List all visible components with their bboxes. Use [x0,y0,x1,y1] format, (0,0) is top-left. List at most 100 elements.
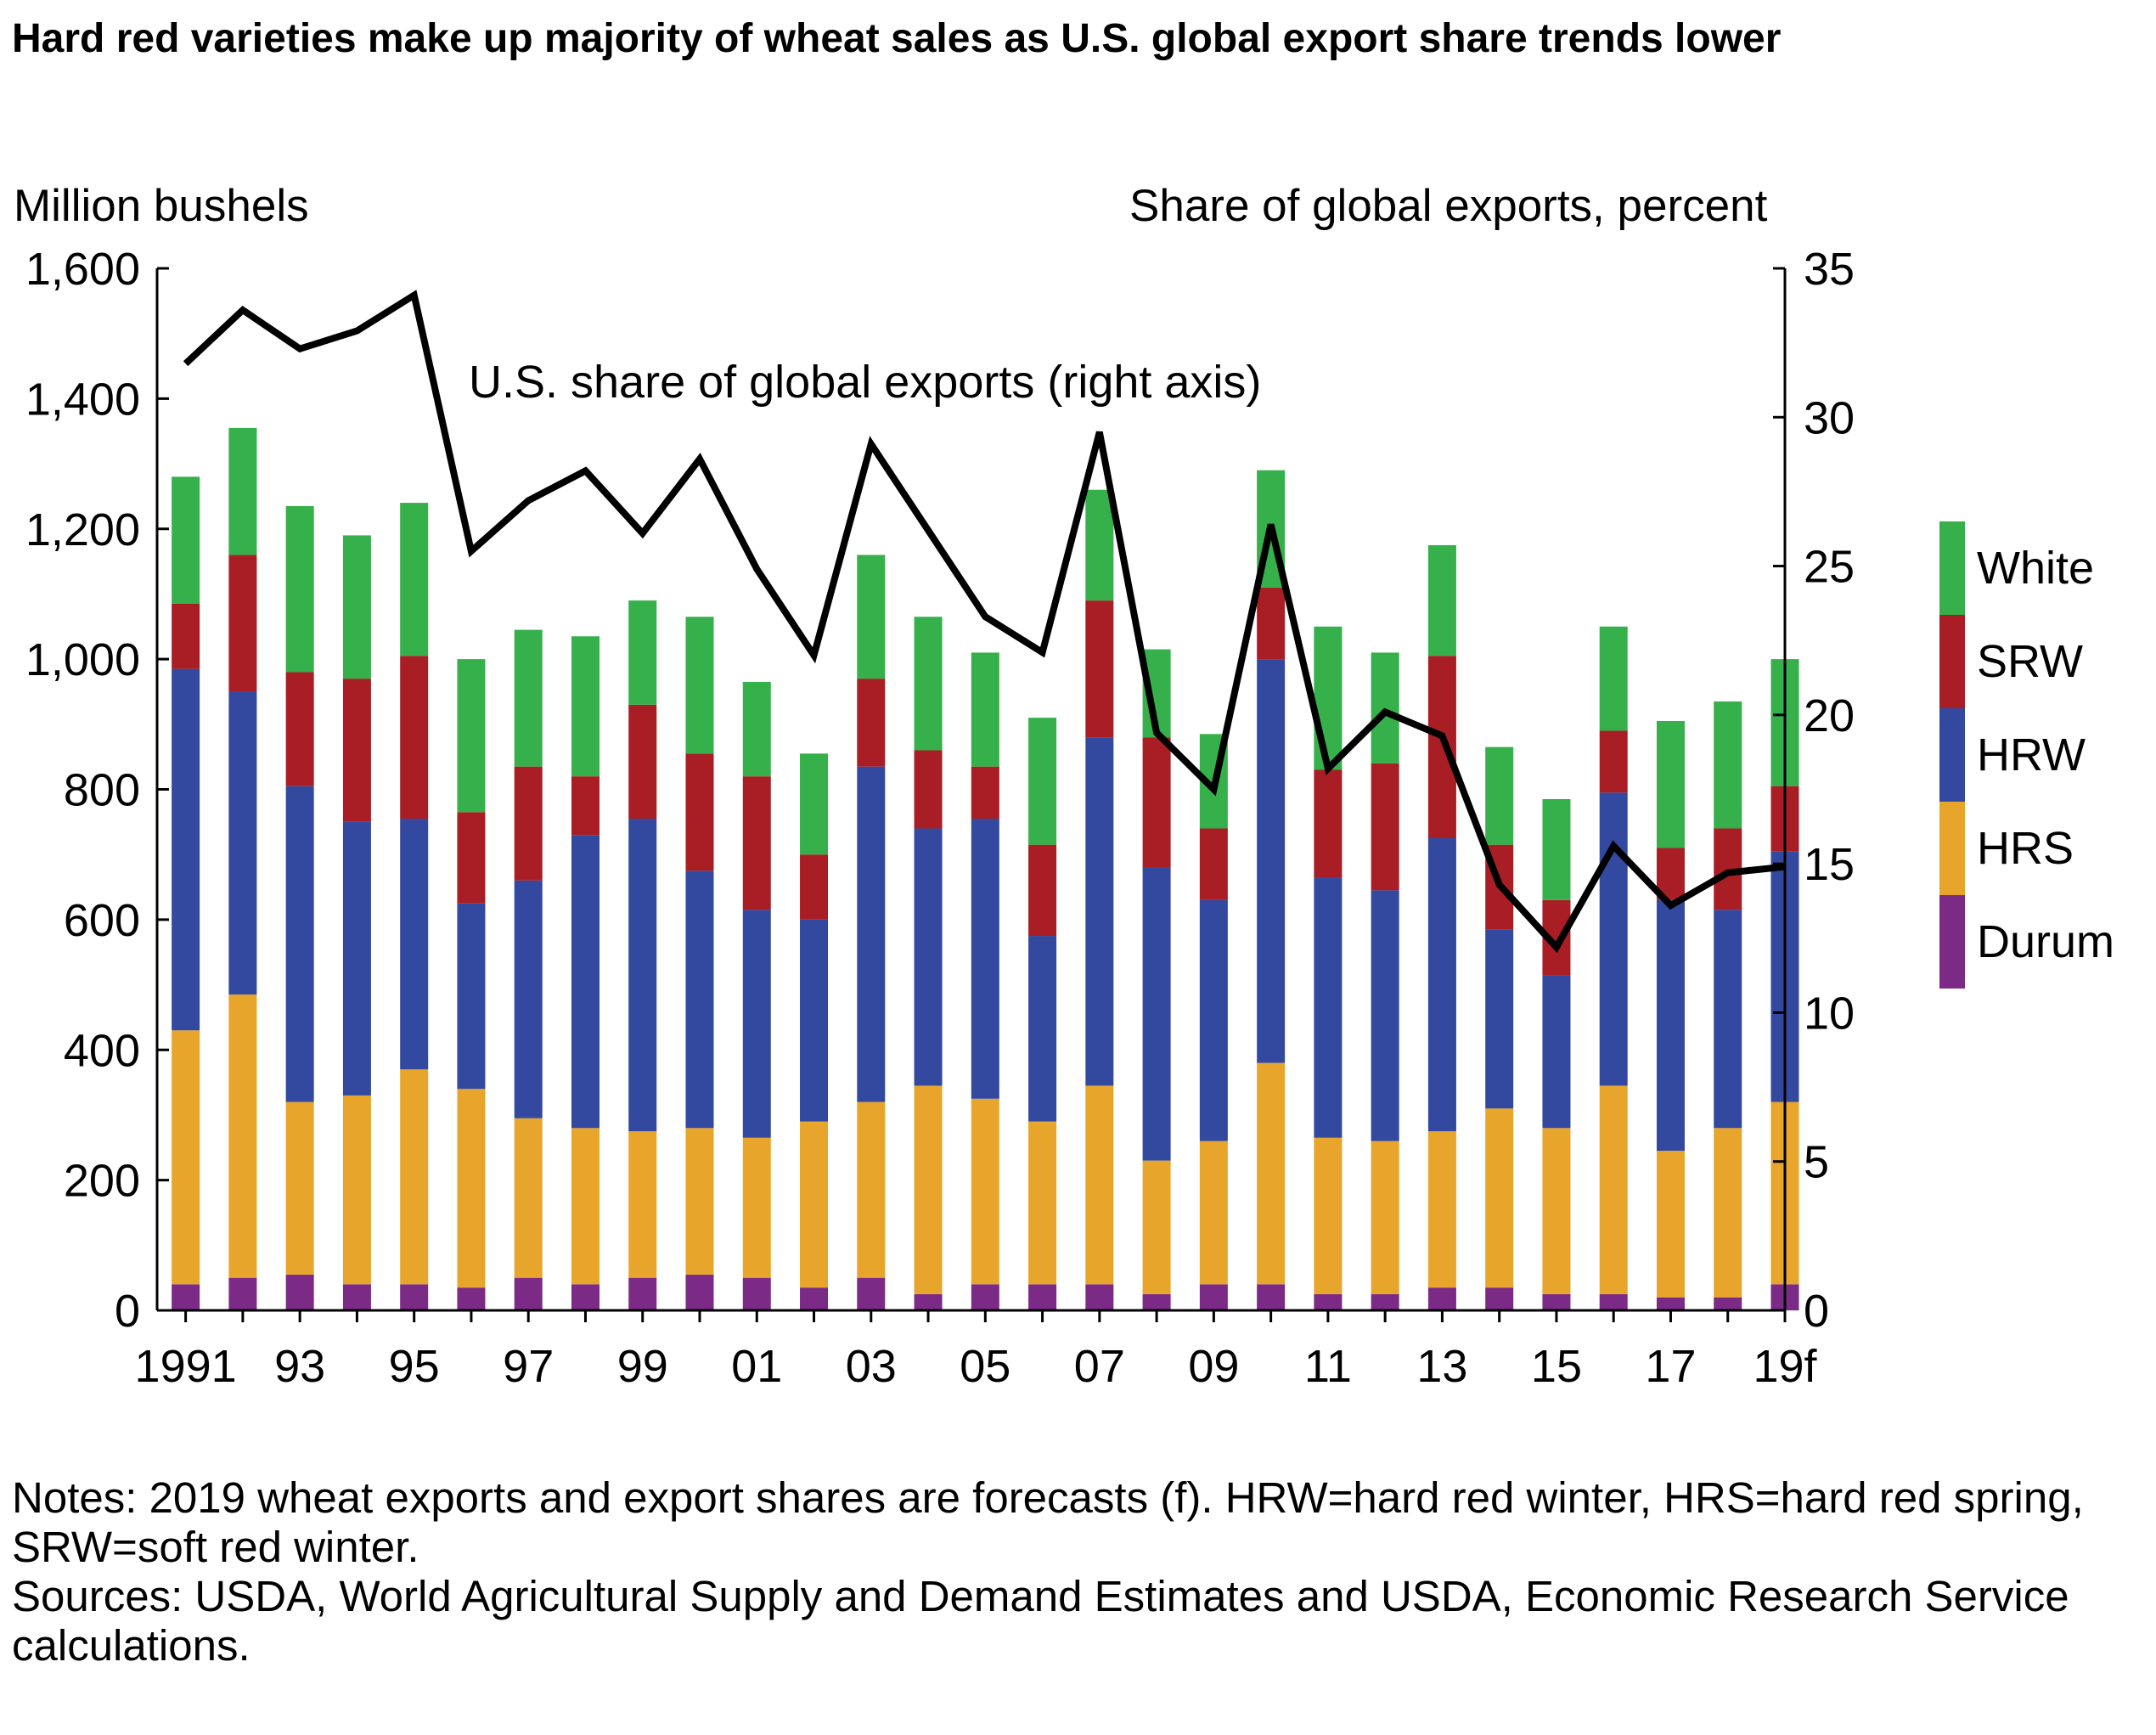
bar-hrs-11 [1314,1137,1343,1294]
bar-hrw-01 [742,910,771,1138]
chart-title: Hard red varieties make up majority of w… [12,16,1782,61]
line-us-share [183,290,1786,954]
x-tick-label-17: 17 [1645,1341,1696,1392]
bar-hrw-08 [1142,867,1171,1161]
bar-hrs-2000 [685,1128,714,1275]
bar-white-02 [800,753,829,855]
bar-hrw-97 [514,880,543,1118]
x-tick-label-05: 05 [960,1341,1010,1392]
bar-hrs-13 [1427,1131,1456,1288]
bar-hrw-92 [228,691,257,995]
bar-hrw-94 [342,821,371,1096]
bar-srw-93 [285,672,314,786]
bar-durum-01 [742,1277,771,1310]
bar-white-94 [342,535,371,679]
bar-white-14 [1485,746,1514,845]
legend-label-srw: SRW [1977,636,2083,687]
bar-hrw-15 [1542,975,1571,1129]
sources-text: Sources: USDA, World Agricultural Supply… [12,1572,2069,1670]
bar-durum-02 [800,1287,829,1310]
bar-durum-10 [1257,1284,1286,1310]
bar-hrs-08 [1142,1160,1171,1294]
bar-srw-05 [971,766,999,820]
bar-hrs-16 [1599,1085,1628,1294]
bar-hrs-06 [1028,1121,1057,1285]
bar-durum-07 [1085,1284,1114,1310]
bar-white-12 [1371,652,1399,763]
bar-srw-02 [800,854,829,920]
bar-hrs-93 [285,1101,314,1275]
bar-white-07 [1085,489,1114,601]
bar-hrs-98 [571,1128,600,1285]
x-tick-label-15: 15 [1531,1341,1582,1392]
x-tick-label-13: 13 [1416,1341,1467,1392]
bar-hrs-02 [800,1121,829,1288]
bar-srw-2000 [685,753,714,871]
bar-hrs-95 [400,1069,429,1285]
bar-durum-12 [1371,1293,1399,1310]
bar-hrs-17 [1656,1151,1685,1298]
bar-white-06 [1028,718,1057,845]
legend-swatch-white [1939,521,1965,615]
bar-hrw-95 [400,819,429,1070]
bar-hrw-09 [1199,899,1228,1141]
bar-srw-94 [342,679,371,822]
bar-durum-93 [285,1274,314,1310]
bar-hrs-15 [1542,1128,1571,1294]
right-tick-label-25: 25 [1804,542,1855,593]
bar-srw-04 [914,750,943,829]
chart-plot: 02004006008001,0001,2001,4001,6000510152… [25,244,2114,1392]
bar-white-05 [971,652,999,767]
bar-hrw-07 [1085,737,1114,1086]
bar-durum-14 [1485,1287,1514,1310]
legend-swatch-durum [1939,895,1965,989]
bar-hrs-18 [1714,1128,1742,1298]
bar-hrs-07 [1085,1085,1114,1285]
bar-durum-13 [1427,1287,1456,1310]
bar-durum-05 [971,1284,999,1310]
right-tick-label-5: 5 [1804,1137,1829,1188]
bar-hrw-06 [1028,936,1057,1122]
bar-srw-92 [228,555,257,692]
bar-white-92 [228,427,257,555]
bar-srw-98 [571,776,600,836]
right-tick-label-15: 15 [1804,839,1855,890]
x-tick-label-97: 97 [503,1341,554,1392]
bar-srw-16 [1599,730,1628,793]
bar-durum-03 [857,1277,886,1310]
bar-hrw-05 [971,819,999,1099]
bar-durum-97 [514,1277,543,1310]
bar-hrs-92 [228,994,257,1278]
x-tick-label-95: 95 [389,1341,440,1392]
x-tick-label-19f: 19f [1753,1341,1817,1392]
x-tick-label-93: 93 [274,1341,325,1392]
legend-swatch-hrw [1939,708,1965,802]
bar-white-03 [857,555,886,679]
bar-hrw-12 [1371,890,1399,1141]
legend-label-durum: Durum [1977,916,2114,967]
x-tick-label-99: 99 [617,1341,668,1392]
bar-durum-1991 [172,1284,200,1310]
bar-hrs-94 [342,1095,371,1285]
bar-durum-16 [1599,1293,1628,1310]
left-tick-label-1000: 1,000 [25,634,140,685]
bar-durum-95 [400,1284,429,1310]
bar-hrs-97 [514,1118,543,1278]
right-tick-label-0: 0 [1804,1286,1829,1337]
bar-durum-2000 [685,1274,714,1310]
bar-white-11 [1314,626,1343,770]
bar-white-1991 [172,476,200,604]
left-tick-label-600: 600 [64,895,140,946]
bar-durum-04 [914,1293,943,1310]
left-axis-label: Million bushels [14,181,309,231]
bar-hrw-99 [628,819,657,1132]
bar-srw-09 [1199,828,1228,900]
bar-hrw-03 [857,766,886,1102]
bar-srw-06 [1028,844,1057,937]
bar-hrs-01 [742,1137,771,1278]
bar-srw-08 [1142,737,1171,868]
bar-hrw-93 [285,786,314,1102]
bar-srw-07 [1085,600,1114,738]
bar-hrw-1991 [172,668,200,1031]
bar-white-16 [1599,626,1628,731]
